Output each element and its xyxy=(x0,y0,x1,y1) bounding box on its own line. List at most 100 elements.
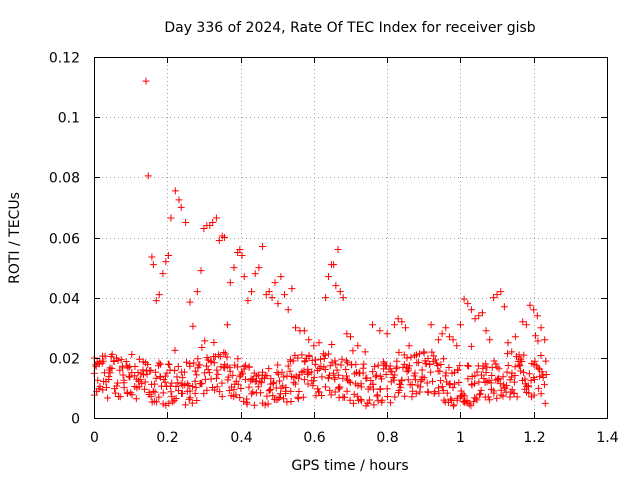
data-point xyxy=(275,393,283,401)
chart-title: Day 336 of 2024, Rate Of TEC Index for r… xyxy=(164,20,535,36)
data-point xyxy=(343,359,351,367)
data-point xyxy=(351,370,359,378)
data-point xyxy=(128,351,136,359)
data-point xyxy=(230,264,238,272)
data-point xyxy=(423,379,431,387)
data-point xyxy=(525,389,533,397)
data-point xyxy=(226,279,234,287)
data-point xyxy=(343,387,351,395)
data-point xyxy=(304,380,312,388)
data-point xyxy=(269,379,277,387)
data-point xyxy=(131,362,139,370)
data-point xyxy=(438,330,446,338)
data-point xyxy=(268,294,276,302)
data-point xyxy=(521,385,529,393)
x-axis-label: GPS time / hours xyxy=(291,458,408,474)
data-point xyxy=(276,377,284,385)
data-point xyxy=(234,355,242,363)
data-point xyxy=(267,375,275,383)
data-point xyxy=(420,374,428,382)
data-point xyxy=(496,380,504,388)
data-point xyxy=(359,369,367,377)
data-point xyxy=(369,380,377,388)
data-point xyxy=(526,301,534,309)
data-point xyxy=(456,362,464,370)
data-point xyxy=(242,376,250,384)
data-point xyxy=(171,187,179,195)
data-point xyxy=(94,376,102,384)
data-point xyxy=(144,361,152,369)
data-point xyxy=(434,336,442,344)
data-point xyxy=(280,395,288,403)
data-point xyxy=(382,371,390,379)
data-point xyxy=(408,393,416,401)
data-point xyxy=(465,362,473,370)
data-point xyxy=(449,336,457,344)
data-point xyxy=(145,388,153,396)
data-point xyxy=(427,368,435,376)
data-point xyxy=(99,386,107,394)
data-point xyxy=(387,399,395,407)
data-point xyxy=(455,379,463,387)
data-point xyxy=(185,382,193,390)
data-point xyxy=(316,355,324,363)
data-point xyxy=(515,353,523,361)
data-point xyxy=(367,376,375,384)
data-point xyxy=(180,368,188,376)
data-point xyxy=(416,388,424,396)
data-point xyxy=(248,288,256,296)
data-point xyxy=(371,363,379,371)
data-point xyxy=(134,369,142,377)
data-point xyxy=(243,395,251,403)
x-tick-label: 0.8 xyxy=(376,430,398,446)
data-point xyxy=(374,397,382,405)
data-point xyxy=(395,348,403,356)
data-point xyxy=(428,348,436,356)
data-point xyxy=(164,252,172,260)
data-point xyxy=(152,368,160,376)
data-point xyxy=(482,369,490,377)
data-point xyxy=(132,395,140,403)
data-point xyxy=(334,384,342,392)
data-point xyxy=(244,297,252,305)
data-point xyxy=(373,371,381,379)
data-point xyxy=(139,366,147,374)
data-point xyxy=(494,376,502,384)
data-point xyxy=(141,385,149,393)
data-point xyxy=(231,361,239,369)
y-tick-label: 0 xyxy=(71,412,80,428)
data-point xyxy=(287,387,295,395)
data-point xyxy=(295,388,303,396)
data-point xyxy=(503,350,511,358)
data-point xyxy=(182,358,190,366)
data-point xyxy=(357,397,365,405)
data-point xyxy=(506,393,514,401)
data-point xyxy=(445,333,453,341)
data-point xyxy=(175,196,183,204)
data-point xyxy=(223,353,231,361)
data-point xyxy=(127,389,135,397)
data-point xyxy=(114,357,122,365)
data-point xyxy=(450,380,458,388)
data-point xyxy=(489,294,497,302)
data-point xyxy=(369,368,377,376)
data-point xyxy=(434,362,442,370)
data-point xyxy=(304,365,312,373)
data-point xyxy=(312,356,320,364)
data-point xyxy=(198,344,206,352)
data-point xyxy=(499,392,507,400)
data-point xyxy=(412,351,420,359)
data-point xyxy=(339,294,347,302)
data-point xyxy=(495,374,503,382)
data-point xyxy=(482,360,490,368)
data-point xyxy=(412,390,420,398)
data-point xyxy=(123,390,131,398)
data-point xyxy=(172,382,180,390)
data-point xyxy=(347,333,354,341)
data-point xyxy=(223,321,231,329)
data-point xyxy=(159,389,167,397)
data-point xyxy=(196,361,204,369)
data-point xyxy=(308,368,316,376)
data-point xyxy=(146,367,154,375)
data-point xyxy=(442,369,450,377)
